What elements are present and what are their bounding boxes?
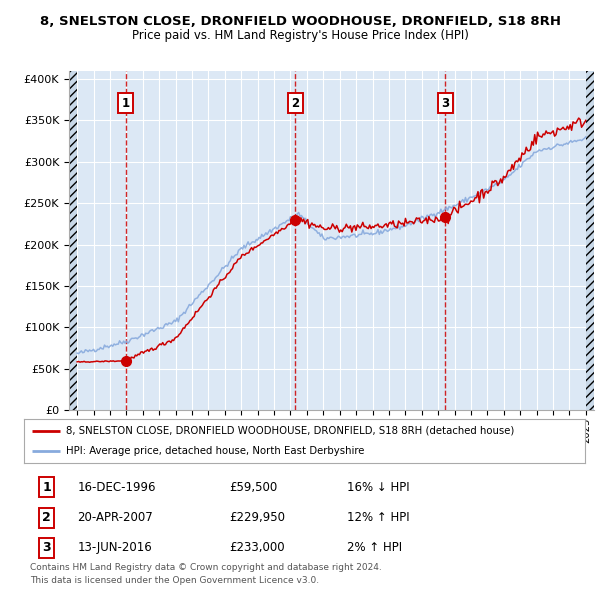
Text: 1: 1 — [122, 97, 130, 110]
Bar — [69, 71, 77, 410]
Text: 16% ↓ HPI: 16% ↓ HPI — [347, 481, 409, 494]
Text: 16-DEC-1996: 16-DEC-1996 — [77, 481, 156, 494]
Text: 8, SNELSTON CLOSE, DRONFIELD WOODHOUSE, DRONFIELD, S18 8RH: 8, SNELSTON CLOSE, DRONFIELD WOODHOUSE, … — [40, 15, 560, 28]
Text: 2: 2 — [292, 97, 299, 110]
Text: £233,000: £233,000 — [229, 541, 284, 554]
Text: Contains HM Land Registry data © Crown copyright and database right 2024.: Contains HM Land Registry data © Crown c… — [30, 563, 382, 572]
Text: Price paid vs. HM Land Registry's House Price Index (HPI): Price paid vs. HM Land Registry's House … — [131, 30, 469, 42]
Text: 2% ↑ HPI: 2% ↑ HPI — [347, 541, 402, 554]
Text: 13-JUN-2016: 13-JUN-2016 — [77, 541, 152, 554]
Bar — [586, 71, 594, 410]
Text: 1: 1 — [42, 481, 51, 494]
Text: 2: 2 — [42, 511, 51, 524]
Text: 20-APR-2007: 20-APR-2007 — [77, 511, 153, 524]
Text: HPI: Average price, detached house, North East Derbyshire: HPI: Average price, detached house, Nort… — [66, 446, 364, 456]
Text: 8, SNELSTON CLOSE, DRONFIELD WOODHOUSE, DRONFIELD, S18 8RH (detached house): 8, SNELSTON CLOSE, DRONFIELD WOODHOUSE, … — [66, 426, 514, 436]
Text: This data is licensed under the Open Government Licence v3.0.: This data is licensed under the Open Gov… — [30, 576, 319, 585]
Text: 3: 3 — [42, 541, 51, 554]
Text: £229,950: £229,950 — [229, 511, 285, 524]
Text: £59,500: £59,500 — [229, 481, 277, 494]
Text: 3: 3 — [441, 97, 449, 110]
Text: 12% ↑ HPI: 12% ↑ HPI — [347, 511, 409, 524]
